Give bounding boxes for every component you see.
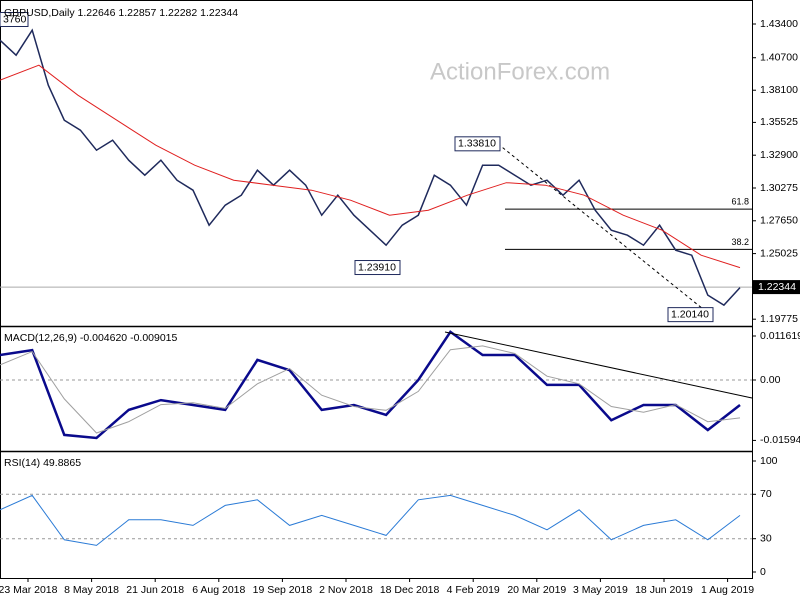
series-line <box>0 28 741 307</box>
y-tick-label: 1.25025 <box>760 247 798 259</box>
series-line <box>0 330 741 440</box>
y-tick-label: 70 <box>760 488 772 500</box>
watermark: ActionForex.com <box>430 58 610 85</box>
x-tick-label: 21 Jun 2018 <box>126 584 184 596</box>
price-annotation: 1.20140 <box>671 308 709 320</box>
panel-title: GBPUSD,Daily 1.22646 1.22857 1.22282 1.2… <box>4 7 238 19</box>
series-line <box>0 64 741 269</box>
y-tick-label: 1.30275 <box>760 182 798 194</box>
panel-title: RSI(14) 49.8865 <box>4 457 81 469</box>
x-tick-label: 4 Feb 2019 <box>447 584 500 596</box>
current-price-label: 1.22344 <box>758 281 796 293</box>
fib-label: 38.2 <box>731 237 749 247</box>
x-tick-label: 20 Mar 2019 <box>507 584 566 596</box>
x-tick-label: 19 Sep 2018 <box>253 584 313 596</box>
frame <box>0 0 753 579</box>
price-annotation: 1.23910 <box>358 261 396 273</box>
y-tick-label: -0.015949 <box>760 434 800 446</box>
y-tick-label: 1.27650 <box>760 215 798 227</box>
y-tick-label: 1.38100 <box>760 84 798 96</box>
x-tick-label: 2 Nov 2018 <box>319 584 373 596</box>
series-line <box>0 345 741 434</box>
y-tick-label: 30 <box>760 532 772 544</box>
y-tick-label: 0 <box>760 566 766 578</box>
price-annotation-box <box>454 136 501 152</box>
x-tick-label: 8 May 2018 <box>64 584 119 596</box>
price-annotation: 3760 <box>3 13 27 25</box>
x-tick-label: 18 Jun 2019 <box>635 584 693 596</box>
x-tick-label: 1 Aug 2019 <box>701 584 754 596</box>
y-tick-label: 1.40700 <box>760 52 798 64</box>
price-annotation-box <box>667 307 714 323</box>
series-line <box>0 494 741 546</box>
price-annotation-box <box>354 260 401 276</box>
trend-line <box>444 331 753 399</box>
current-price-box <box>753 280 800 295</box>
y-tick-label: 1.43400 <box>760 18 798 30</box>
y-tick-label: 0.011619 <box>760 330 800 342</box>
y-tick-label: 0.00 <box>760 374 781 386</box>
y-tick-label: 100 <box>760 455 778 467</box>
price-annotation-box <box>0 11 29 27</box>
y-tick-label: 1.35525 <box>760 116 798 128</box>
y-tick-label: 1.32900 <box>760 149 798 161</box>
panel-title: MACD(12,26,9) -0.004620 -0.009015 <box>4 332 178 344</box>
x-tick-label: 23 Mar 2018 <box>0 584 58 596</box>
x-tick-label: 3 May 2019 <box>573 584 628 596</box>
y-tick-label: 1.19775 <box>760 313 798 325</box>
fib-label: 61.8 <box>731 196 749 206</box>
x-tick-label: 18 Dec 2018 <box>380 584 440 596</box>
price-annotation: 1.33810 <box>458 138 496 150</box>
x-tick-label: 6 Aug 2018 <box>192 584 245 596</box>
